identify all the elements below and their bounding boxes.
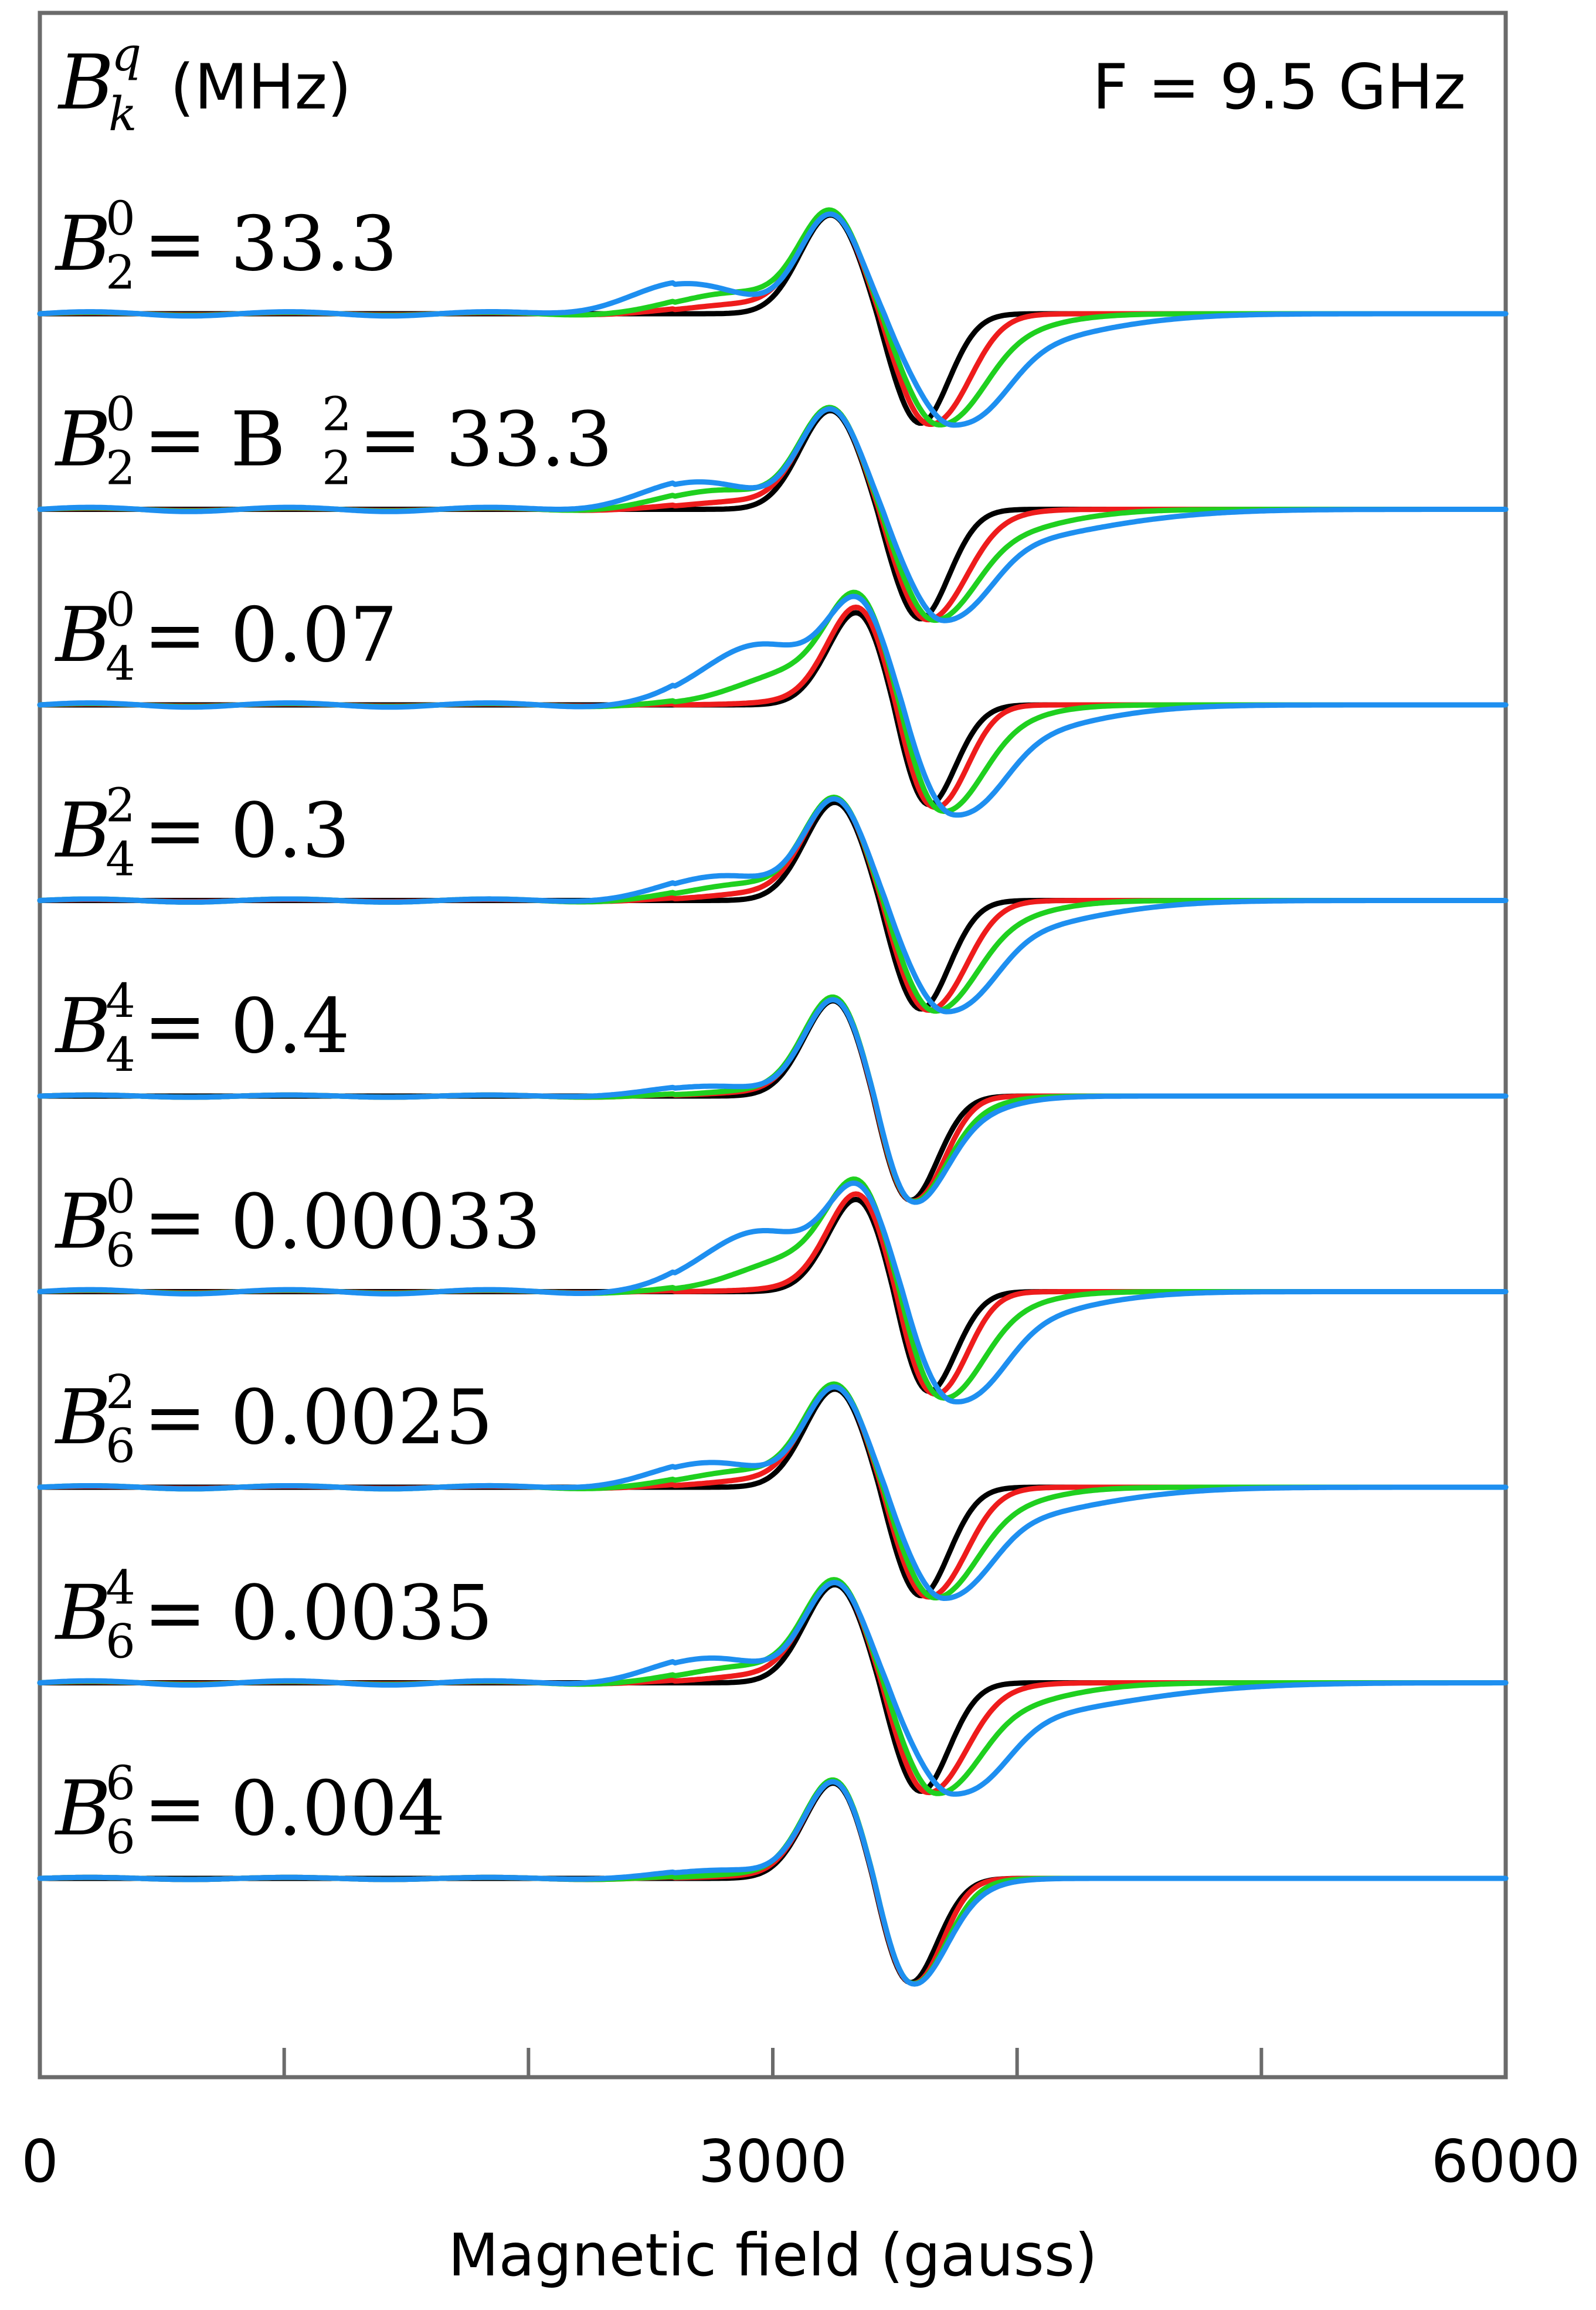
panel-label-sup: 2 [106, 1365, 135, 1419]
panel-label-sub: 2 [106, 245, 135, 300]
panel-label-value: = 0.0035 [144, 1570, 493, 1657]
spectrum-trace-panel-8-series-4 [37, 1580, 1509, 1797]
panel-label-sub: 6 [106, 1614, 135, 1669]
panel-label-symbol: B [55, 788, 111, 875]
panel-label-sub: 6 [106, 1419, 135, 1473]
spectrum-trace-panel-5-series-4 [37, 997, 1509, 1205]
panel-label-sup: 6 [106, 1756, 135, 1810]
panel-label-sup: 0 [106, 191, 135, 246]
spectra-traces [37, 207, 1509, 1987]
panel-label-sup: 0 [106, 582, 135, 637]
spectrum-trace-panel-2-series-4 [37, 406, 1509, 623]
x-tick-label-6000: 6000 [1431, 2127, 1581, 2196]
spectrum-trace-panel-3-series-4 [37, 593, 1509, 818]
x-tick-label-0: 0 [21, 2127, 59, 2196]
frequency-note: F = 9.5 GHz [1092, 51, 1466, 123]
spectrum-trace-panel-4-series-4 [37, 796, 1509, 1015]
panel-label-symbol: B [55, 1570, 111, 1657]
panel-label-sub: 4 [106, 1027, 135, 1082]
spectrum-trace-panel-7-series-4 [37, 1384, 1509, 1601]
spectrum-trace-panel-9-series-4 [37, 1779, 1509, 1987]
panel-label-sub: 2 [106, 441, 135, 496]
panel-label-symbol: B [55, 1179, 111, 1266]
panel-label-symbol: B [55, 1374, 111, 1461]
panel-label-sup: 2 [106, 778, 135, 833]
y-header-sup: q [111, 27, 141, 82]
spectrum-trace-panel-1-series-4 [37, 211, 1509, 428]
panel-label-value: = 0.0025 [144, 1374, 493, 1461]
panel-label-value: = B [144, 396, 286, 484]
panel-label-sup: 4 [106, 973, 135, 1028]
x-axis-title: Magnetic field (gauss) [448, 2221, 1098, 2289]
spectrum-trace-panel-6-series-4 [37, 1181, 1509, 1405]
y-header-unit: (MHz) [170, 51, 352, 123]
panel-label-symbol: B [55, 1765, 111, 1853]
y-header-label: B q k (MHz) [57, 27, 352, 141]
panel-label-value: = 0.3 [144, 788, 350, 875]
panel-label-value-2: = 33.3 [359, 396, 613, 484]
panel-label-sub: 6 [106, 1810, 135, 1864]
panel-label-symbol: B [55, 983, 111, 1070]
panel-label-sub-2: 2 [322, 441, 352, 496]
panel-label-symbol: B [55, 592, 111, 679]
x-minor-ticks [282, 2048, 1264, 2077]
panel-label-value: = 0.004 [144, 1765, 445, 1853]
panel-label-sup: 0 [106, 1169, 135, 1224]
panel-label-sub: 4 [106, 636, 135, 691]
panel-label-sup: 0 [106, 387, 135, 442]
panel-label-symbol: B [55, 201, 111, 288]
y-header-symbol: B [57, 39, 114, 127]
panel-label-value: = 33.3 [144, 201, 398, 288]
panel-label-symbol: B [55, 396, 111, 484]
panel-label-sup: 4 [106, 1561, 135, 1615]
x-tick-label-3000: 3000 [698, 2127, 848, 2196]
panel-label-sup-2: 2 [322, 387, 352, 442]
y-header-sub: k [108, 87, 137, 141]
panel-label-value: = 0.07 [144, 592, 398, 679]
panel-label-sub: 6 [106, 1223, 135, 1278]
panel-label-sub: 4 [106, 832, 135, 887]
panel-label-value: = 0.4 [144, 983, 350, 1070]
panel-label-value: = 0.00033 [144, 1179, 541, 1266]
